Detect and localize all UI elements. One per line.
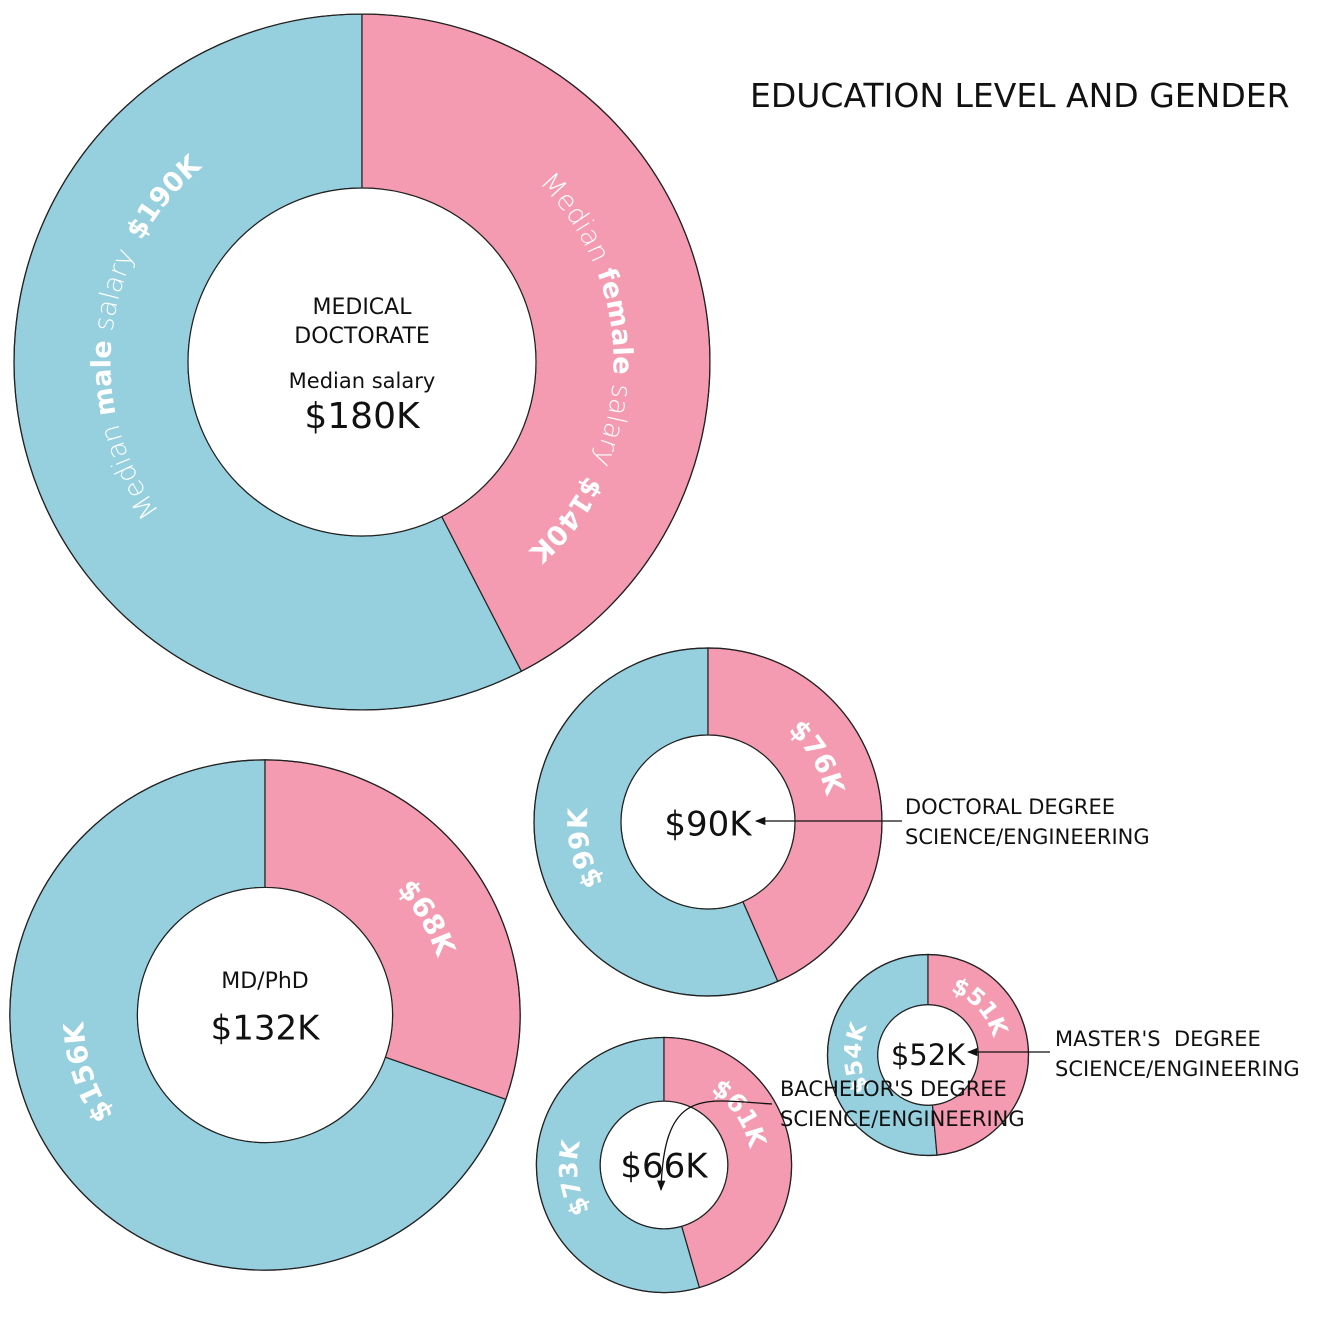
donut-label: SCIENCE/ENGINEERING xyxy=(1055,1057,1300,1081)
donut-size xyxy=(533,647,883,997)
median-label: $90K xyxy=(664,805,753,845)
series-name: male xyxy=(86,340,122,419)
donut-label: SCIENCE/ENGINEERING xyxy=(780,1107,1025,1131)
donut-title: MD/PhD xyxy=(221,969,308,994)
donut-label: SCIENCE/ENGINEERING xyxy=(905,825,1150,849)
donut-size xyxy=(535,1036,793,1294)
median-label: $180K xyxy=(304,396,421,437)
donut-hole xyxy=(620,734,796,910)
donut-size xyxy=(13,13,711,711)
median-label: $52K xyxy=(891,1038,966,1072)
donut-title: MEDICAL xyxy=(313,295,413,320)
pointer-arrow xyxy=(657,1100,773,1192)
donut-size xyxy=(826,953,1030,1157)
page-title: EDUCATION LEVEL AND GENDER xyxy=(750,76,1290,115)
donut-hole xyxy=(136,886,394,1144)
donut-hole xyxy=(877,1004,979,1106)
donut-hole xyxy=(599,1100,729,1230)
donut-title: DOCTORATE xyxy=(294,324,429,349)
donut-label: MASTER'S DEGREE xyxy=(1055,1027,1261,1051)
donut-label: BACHELOR'S DEGREE xyxy=(780,1077,1007,1101)
center-text: Median salary xyxy=(289,369,436,393)
donut-label: DOCTORAL DEGREE xyxy=(905,795,1115,819)
median-label: $132K xyxy=(211,1009,322,1049)
donut-hole xyxy=(187,187,537,537)
donut-size xyxy=(9,759,521,1271)
